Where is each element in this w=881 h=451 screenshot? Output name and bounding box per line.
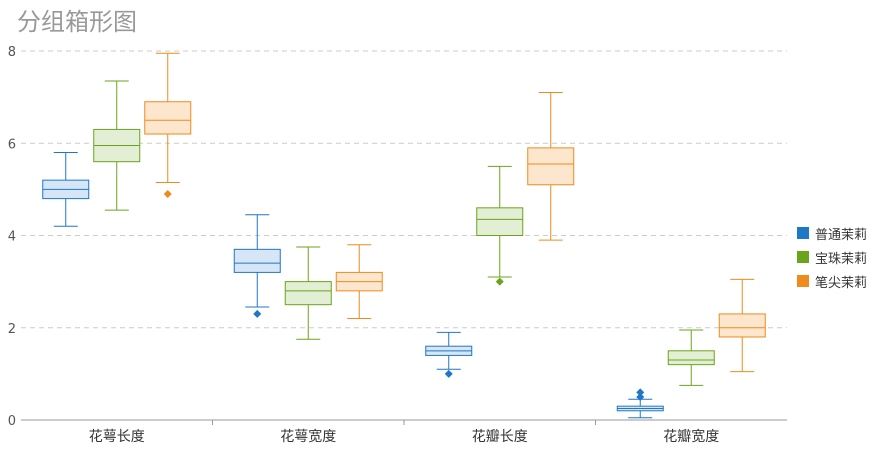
box <box>718 313 766 338</box>
box <box>233 248 281 273</box>
outlier-point <box>636 388 645 397</box>
x-tick-label: 花萼宽度 <box>280 428 336 445</box>
box <box>144 101 192 135</box>
legend-swatch <box>797 275 809 287</box>
legend-item[interactable]: 普通茉莉 <box>797 221 867 245</box>
box <box>284 281 332 306</box>
y-tick-label: 8 <box>8 45 16 60</box>
x-tick-label: 花瓣宽度 <box>663 428 719 445</box>
y-tick-label: 4 <box>8 230 16 245</box>
legend: 普通茉莉宝珠茉莉笔尖茉莉 <box>797 221 867 293</box>
outlier-point <box>636 392 645 401</box>
legend-label: 普通茉莉 <box>815 227 868 243</box>
legend-label: 笔尖茉莉 <box>815 275 868 291</box>
y-tick-label: 0 <box>8 414 16 429</box>
box <box>667 350 715 366</box>
legend-item[interactable]: 笔尖茉莉 <box>797 269 867 293</box>
chart-title: 分组箱形图 <box>17 8 137 36</box>
box <box>527 147 575 186</box>
legend-label: 宝珠茉莉 <box>815 251 868 267</box>
box <box>476 207 524 236</box>
outlier-point <box>444 369 453 378</box>
outlier-point <box>253 309 262 318</box>
legend-swatch <box>797 251 809 263</box>
y-tick-label: 2 <box>8 322 16 337</box>
legend-item[interactable]: 宝珠茉莉 <box>797 245 867 269</box>
y-tick-label: 6 <box>8 137 16 152</box>
outlier-point <box>495 277 504 286</box>
x-tick-label: 花瓣长度 <box>472 429 528 445</box>
outlier-point <box>163 189 172 198</box>
legend-swatch <box>797 227 809 239</box>
x-tick-label: 花萼长度 <box>89 429 145 445</box>
